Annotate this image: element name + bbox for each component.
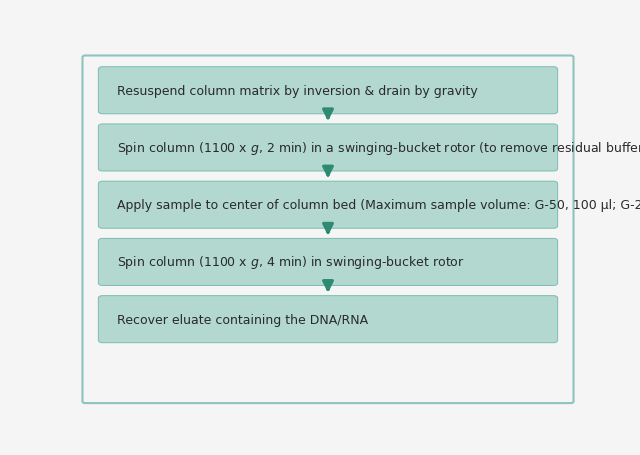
FancyBboxPatch shape (99, 125, 557, 172)
Text: Spin column (1100 x $g$, 4 min) in swinging-bucket rotor: Spin column (1100 x $g$, 4 min) in swing… (117, 254, 465, 271)
Text: Resuspend column matrix by inversion & drain by gravity: Resuspend column matrix by inversion & d… (117, 85, 478, 97)
FancyBboxPatch shape (99, 296, 557, 343)
FancyBboxPatch shape (83, 56, 573, 403)
FancyBboxPatch shape (99, 182, 557, 229)
FancyBboxPatch shape (99, 67, 557, 115)
Text: Spin column (1100 x $g$, 2 min) in a swinging-bucket rotor (to remove residual b: Spin column (1100 x $g$, 2 min) in a swi… (117, 140, 640, 157)
Text: Recover eluate containing the DNA/RNA: Recover eluate containing the DNA/RNA (117, 313, 369, 326)
Text: Apply sample to center of column bed (Maximum sample volume: G-50, 100 μl; G-25,: Apply sample to center of column bed (Ma… (117, 199, 640, 212)
FancyBboxPatch shape (99, 239, 557, 286)
